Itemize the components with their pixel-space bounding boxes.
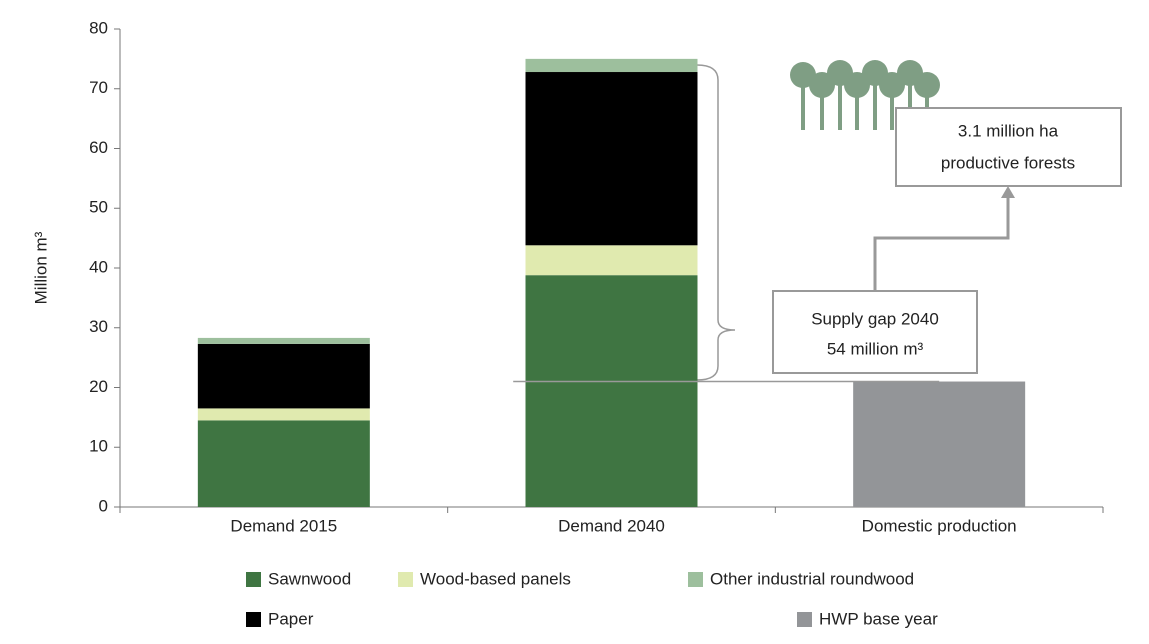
y-tick-label: 0	[99, 496, 108, 515]
x-tick-label: Demand 2040	[558, 516, 665, 535]
legend-swatch	[688, 572, 703, 587]
y-axis-label: Million m³	[31, 231, 50, 304]
annotation: Supply gap 2040	[811, 309, 939, 328]
legend-label: Other industrial roundwood	[710, 569, 914, 588]
y-tick-label: 80	[89, 18, 108, 37]
y-tick-label: 30	[89, 317, 108, 336]
legend-label: Paper	[268, 609, 314, 628]
forest-box	[896, 108, 1121, 186]
x-tick-label: Domestic production	[862, 516, 1017, 535]
x-tick-label: Demand 2015	[230, 516, 337, 535]
y-tick-label: 60	[89, 138, 108, 157]
y-tick-label: 40	[89, 257, 108, 276]
bar-segment	[526, 72, 698, 245]
bar-segment	[853, 382, 1025, 507]
bar-segment	[198, 420, 370, 507]
legend-swatch	[246, 612, 261, 627]
legend-swatch	[797, 612, 812, 627]
bar-segment	[526, 245, 698, 275]
y-tick-label: 10	[89, 437, 108, 456]
bar-segment	[526, 275, 698, 507]
bracket	[697, 65, 735, 380]
y-tick-label: 70	[89, 78, 108, 97]
annotation: productive forests	[941, 153, 1075, 172]
arrow	[875, 195, 1008, 291]
y-tick-label: 20	[89, 377, 108, 396]
supply-gap-box	[773, 291, 977, 373]
bar-segment	[198, 408, 370, 420]
legend-label: Sawnwood	[268, 569, 351, 588]
bar-segment	[198, 338, 370, 344]
bar-segment	[526, 59, 698, 72]
legend-swatch	[246, 572, 261, 587]
legend-label: Wood-based panels	[420, 569, 571, 588]
annotation: 54 million m³	[827, 339, 924, 358]
legend-label: HWP base year	[819, 609, 938, 628]
annotation: 3.1 million ha	[958, 121, 1059, 140]
y-tick-label: 50	[89, 198, 108, 217]
legend-swatch	[398, 572, 413, 587]
arrow-head	[1001, 186, 1015, 198]
bar-segment	[198, 344, 370, 409]
chart: Million m³ Supply gap 2040 54 million m³…	[0, 0, 1149, 644]
